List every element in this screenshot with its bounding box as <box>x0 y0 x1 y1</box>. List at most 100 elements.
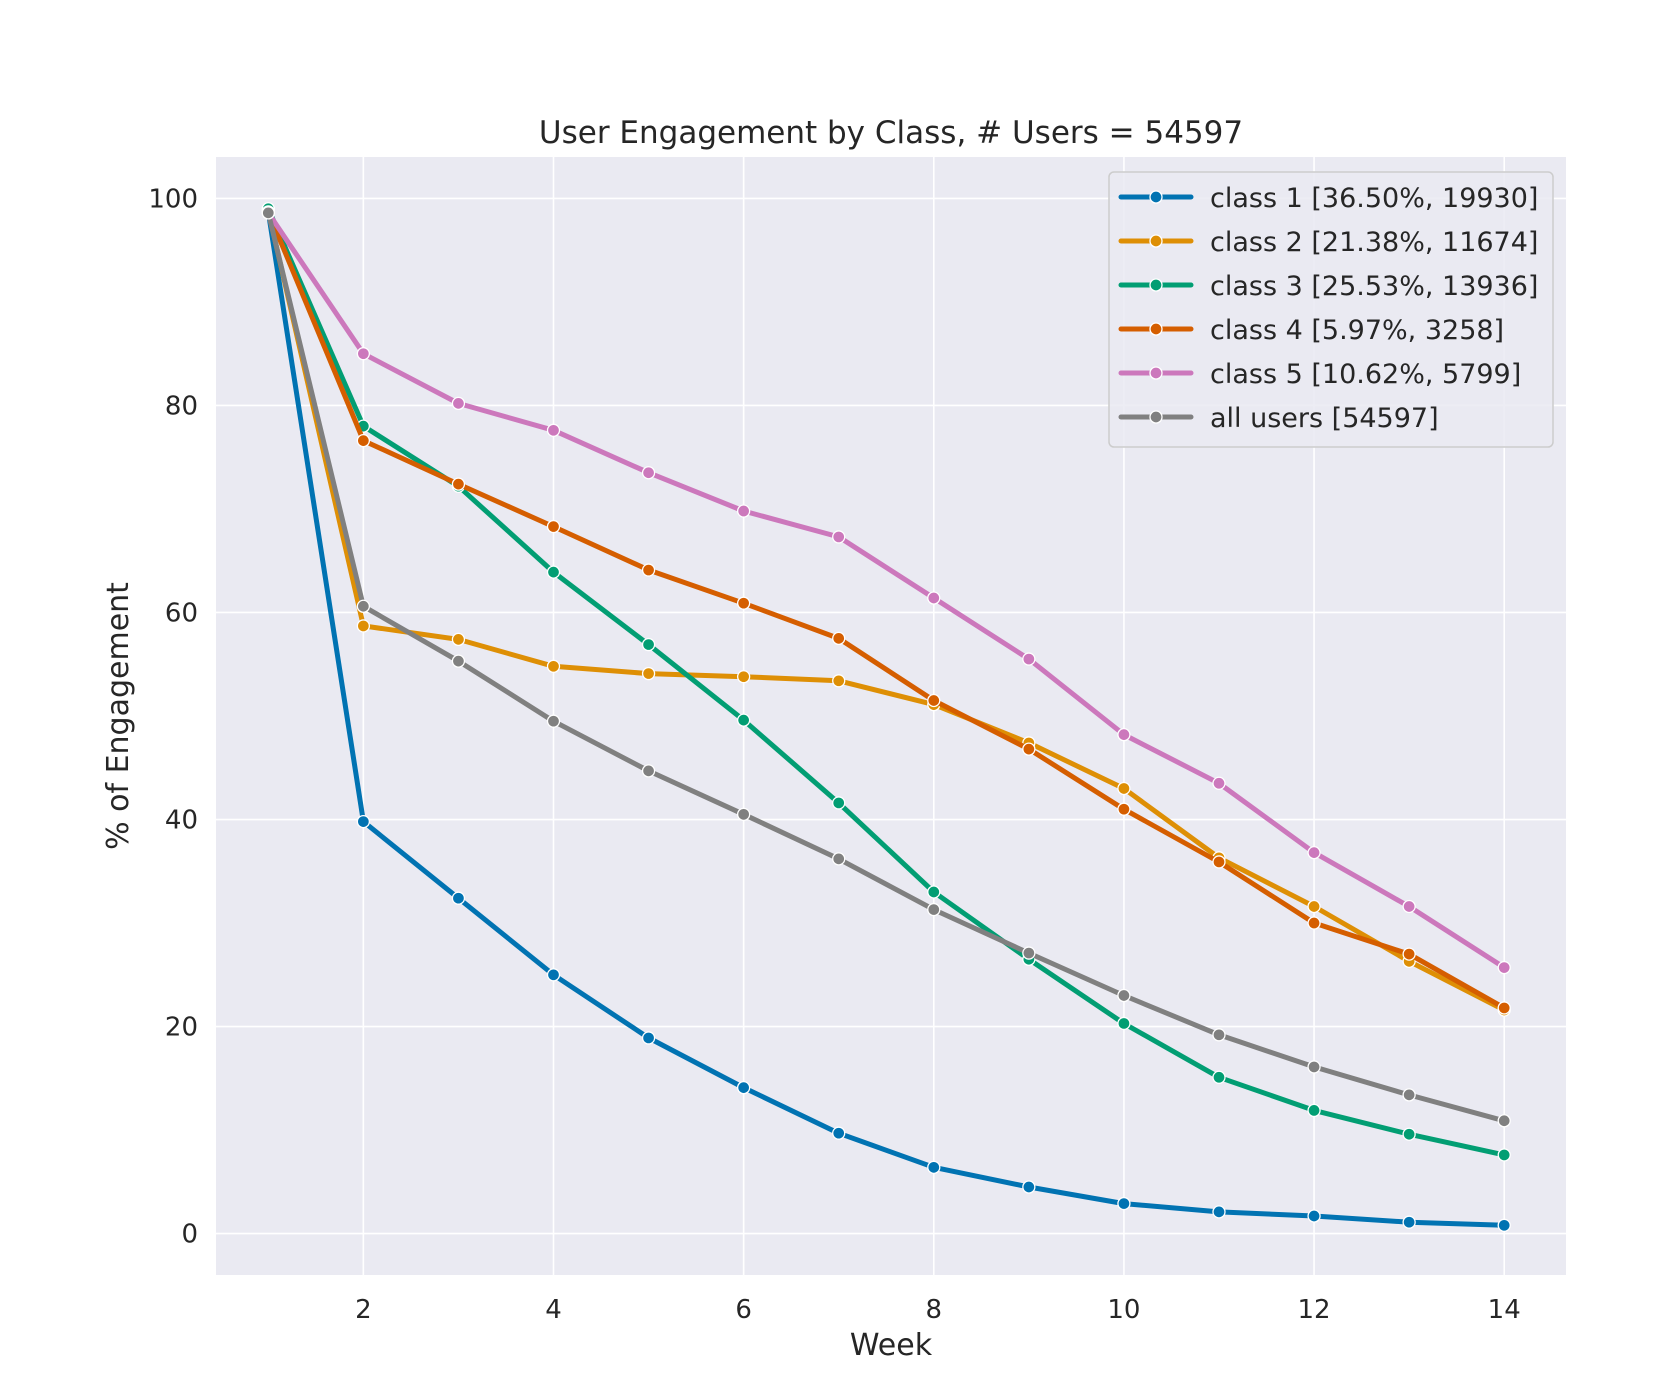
grid <box>216 157 1566 1275</box>
data-point <box>546 519 561 534</box>
y-axis-label: % of Engagement <box>101 582 136 850</box>
series-line <box>265 206 1507 1158</box>
data-point <box>927 693 941 708</box>
y-tick-label: 20 <box>165 1013 198 1043</box>
legend-marker <box>1149 278 1163 292</box>
data-point <box>1117 802 1131 816</box>
series-line <box>265 210 1507 1124</box>
data-point <box>1212 1205 1226 1219</box>
data-point <box>927 1160 941 1174</box>
data-point <box>546 714 561 728</box>
x-tick-label: 4 <box>545 1295 562 1325</box>
data-point <box>641 666 656 681</box>
data-point <box>641 1031 656 1045</box>
data-point <box>1307 899 1321 914</box>
data-point <box>1307 845 1321 860</box>
legend: class 1 [36.50%, 19930] class 2 [21.38%, … <box>1108 171 1554 448</box>
data-point <box>356 433 371 448</box>
data-point <box>1117 727 1131 742</box>
series-6 <box>261 206 1511 1128</box>
x-axis-ticks: 2 4 6 8 10 12 14 <box>355 1295 1521 1325</box>
legend-label: class 1 [36.50%, 19930] <box>1210 183 1538 214</box>
data-point <box>356 599 371 613</box>
data-point <box>1402 1127 1416 1141</box>
legend-marker <box>1149 322 1163 336</box>
data-point <box>261 206 275 220</box>
data-point <box>832 1126 846 1140</box>
data-point <box>736 713 751 727</box>
legend-label: class 4 [5.97%, 3258] <box>1210 315 1504 346</box>
y-tick-label: 80 <box>165 391 198 421</box>
data-point <box>1022 742 1036 756</box>
data-point <box>546 659 561 673</box>
data-point <box>641 563 656 577</box>
data-point <box>1022 652 1036 666</box>
data-point <box>1307 1060 1321 1074</box>
legend-marker <box>1149 410 1163 424</box>
legend-marker <box>1149 190 1163 204</box>
data-point <box>546 565 561 579</box>
data-point <box>641 637 656 652</box>
data-point <box>1022 1180 1036 1194</box>
x-tick-label: 2 <box>355 1295 372 1325</box>
data-point <box>356 347 371 361</box>
data-point <box>1117 988 1131 1003</box>
legend-label: all users [54597] <box>1210 403 1439 434</box>
data-point <box>1212 776 1226 790</box>
data-point <box>1117 781 1131 796</box>
y-tick-label: 40 <box>165 806 198 836</box>
data-point <box>1117 1016 1131 1031</box>
data-point <box>927 902 941 917</box>
y-tick-label: 100 <box>148 184 198 214</box>
legend-marker <box>1149 366 1163 380</box>
data-point <box>832 674 846 688</box>
data-point <box>736 596 751 610</box>
data-point <box>356 814 371 829</box>
data-point <box>1212 1070 1226 1084</box>
data-point <box>1402 947 1416 961</box>
data-point <box>1402 1215 1416 1229</box>
data-point <box>832 530 846 544</box>
data-point <box>1307 1209 1321 1223</box>
series-5 <box>261 206 1511 975</box>
legend-item: class 1 [36.50%, 19930] <box>1118 183 1538 214</box>
x-tick-label: 10 <box>1107 1295 1140 1325</box>
data-point <box>451 477 466 491</box>
legend-item: class 5 [10.62%, 5799] <box>1118 359 1521 390</box>
data-point <box>641 764 656 778</box>
data-point <box>1402 899 1416 914</box>
x-tick-label: 6 <box>735 1295 752 1325</box>
legend-box <box>1108 171 1554 448</box>
data-point <box>1497 1114 1511 1128</box>
data-point <box>927 591 941 605</box>
data-point <box>832 852 846 866</box>
x-tick-label: 14 <box>1488 1295 1521 1325</box>
legend-item: class 4 [5.97%, 3258] <box>1118 315 1504 346</box>
data-point <box>641 466 656 480</box>
data-point <box>1497 1148 1511 1162</box>
data-point <box>451 632 466 647</box>
data-point <box>1212 855 1226 869</box>
data-point <box>1497 960 1511 975</box>
x-axis-label: Week <box>850 1328 933 1363</box>
series-line <box>265 209 1507 1228</box>
y-tick-label: 0 <box>181 1220 198 1250</box>
data-point <box>1307 1103 1321 1118</box>
x-tick-label: 8 <box>926 1295 943 1325</box>
legend-item: class 2 [21.38%, 11674] <box>1118 227 1538 258</box>
legend-label: class 5 [10.62%, 5799] <box>1210 359 1521 390</box>
series-lines <box>261 202 1511 1232</box>
data-point <box>927 885 941 899</box>
data-point <box>451 891 466 905</box>
series-line <box>265 208 1507 1013</box>
data-point <box>1497 1001 1511 1015</box>
data-point <box>1212 1028 1226 1042</box>
legend-item: all users [54597] <box>1118 403 1439 434</box>
x-tick-label: 12 <box>1298 1295 1331 1325</box>
data-point <box>1022 946 1036 960</box>
data-point <box>546 968 561 982</box>
data-point <box>736 1080 751 1095</box>
data-point <box>356 619 371 633</box>
